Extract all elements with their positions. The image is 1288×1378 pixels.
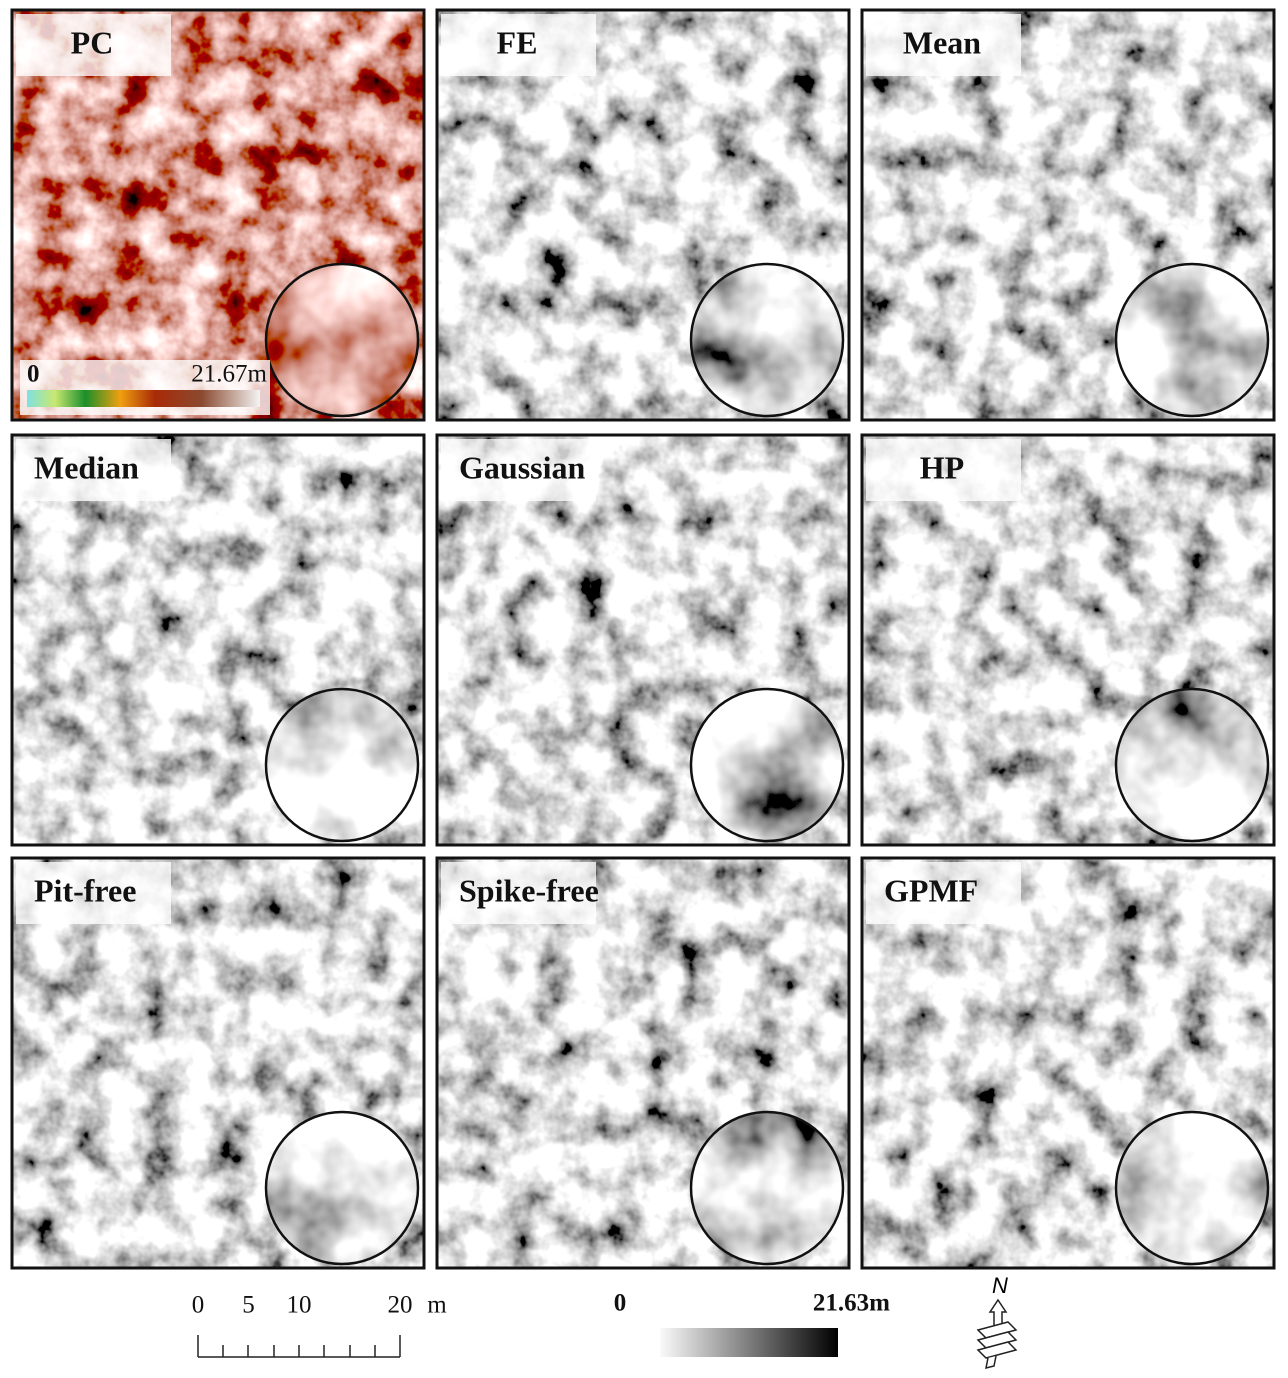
- panel: Mean: [860, 8, 1276, 422]
- label-box: [16, 862, 171, 924]
- panel-frame: [435, 856, 851, 1270]
- pc-colorbar: [27, 390, 260, 407]
- panel-frame: [435, 433, 851, 847]
- panel-frame: [10, 856, 426, 1270]
- zoom-outline: [1114, 1110, 1270, 1266]
- zoom-outline: [689, 687, 845, 843]
- panel-frame: [10, 433, 426, 847]
- zoom-inset: [1116, 1112, 1268, 1264]
- zoom-outline: [264, 1110, 420, 1266]
- zoom-inset: [266, 689, 418, 841]
- panel-frame: [860, 433, 1276, 847]
- panel: Spike-free: [435, 856, 851, 1270]
- scale-label: 0: [192, 1292, 205, 1319]
- panel: GPMF: [860, 856, 1276, 1270]
- label-box: [16, 439, 171, 501]
- panel-label: Pit-free: [34, 872, 136, 908]
- label-box: [441, 862, 596, 924]
- scale-unit: m: [427, 1292, 447, 1319]
- panel-frame: [860, 8, 1276, 422]
- label-box: [866, 439, 1021, 501]
- label-box: [866, 14, 1021, 76]
- colorbar: [660, 1328, 838, 1357]
- zoom-outline: [1114, 262, 1270, 418]
- zoom-outline: [689, 1110, 845, 1266]
- panel-frame: [10, 8, 426, 422]
- panel: HP: [860, 433, 1276, 847]
- panel-label: PC: [71, 24, 114, 60]
- panel-frame: [860, 856, 1276, 1270]
- panel-label: Median: [34, 449, 139, 485]
- panel-label: Spike-free: [459, 872, 599, 908]
- panel-label: HP: [920, 449, 964, 485]
- zoom-inset: [691, 264, 843, 416]
- panel: PC 0 21.67m: [10, 8, 426, 422]
- colorbar-min: 0: [614, 1290, 627, 1317]
- panels: PC 0 21.67m FE Mean Median Gaussian HP Pit-free S…: [10, 8, 1276, 1270]
- scale-label: 10: [287, 1292, 312, 1319]
- zoom-inset: [266, 1112, 418, 1264]
- zoom-outline: [689, 262, 845, 418]
- zoom-inset: [691, 1112, 843, 1264]
- label-box: [441, 439, 596, 501]
- panel-label: GPMF: [884, 872, 978, 908]
- scale-label: 5: [242, 1292, 255, 1319]
- zoom-outline: [264, 687, 420, 843]
- pc-colorbar-min: 0: [27, 361, 40, 388]
- panel-frame: [435, 8, 851, 422]
- zoom-inset: [1116, 689, 1268, 841]
- panel: Gaussian: [435, 433, 851, 847]
- zoom-inset: [1116, 264, 1268, 416]
- zoom-inset: [266, 264, 418, 416]
- panel-label: Gaussian: [459, 449, 585, 485]
- panel-label: FE: [497, 24, 538, 60]
- panel: Pit-free: [10, 856, 426, 1270]
- panel: FE: [435, 8, 851, 422]
- north-arrow: [976, 1298, 1018, 1370]
- label-box: [16, 14, 171, 76]
- north-label: N: [992, 1273, 1008, 1298]
- label-box: [866, 862, 1021, 924]
- zoom-outline: [1114, 687, 1270, 843]
- panel: Median: [10, 433, 426, 847]
- zoom-inset: [691, 689, 843, 841]
- scale-label: 20: [388, 1292, 413, 1319]
- panel-label: Mean: [903, 24, 981, 60]
- pc-colorbar-max: 21.67m: [191, 361, 267, 388]
- zoom-outline: [264, 262, 420, 418]
- label-box: [441, 14, 596, 76]
- colorbar-max: 21.63m: [813, 1290, 890, 1317]
- scale-bar: [197, 1335, 401, 1358]
